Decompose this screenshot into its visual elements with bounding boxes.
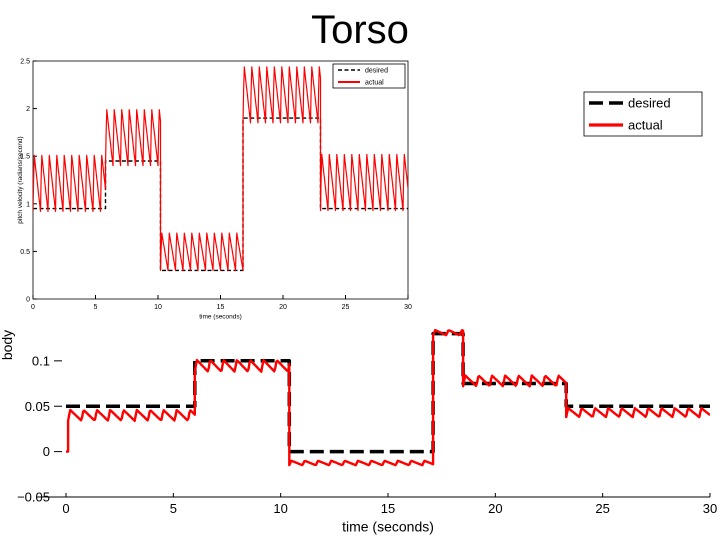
inset-x-tick-label: 15 bbox=[217, 304, 225, 311]
inset-plot-area bbox=[33, 66, 408, 272]
inset-x-tick-label: 5 bbox=[94, 304, 98, 311]
inset-y-tick-label: 2 bbox=[26, 106, 30, 113]
inset-x-axis-label: time (seconds) bbox=[199, 314, 242, 321]
main-series-desired-0 bbox=[66, 331, 710, 454]
main-legend-label-desired: desired bbox=[628, 96, 671, 111]
inset-legend-box bbox=[332, 63, 406, 89]
inset-y-tick-label: 1 bbox=[26, 201, 30, 208]
main-y-tick-label: 0 bbox=[43, 444, 50, 459]
main-x-tick-label: 5 bbox=[170, 501, 177, 516]
main-y-tick-label: 0.1 bbox=[32, 353, 50, 368]
inset-x-tick-label: 0 bbox=[31, 304, 35, 311]
main-x-tick-label: 15 bbox=[381, 501, 395, 516]
inset-y-tick-label: 1.5 bbox=[20, 154, 30, 161]
main-x-tick-label: 25 bbox=[595, 501, 609, 516]
inset-background bbox=[18, 52, 414, 324]
main-x-tick-label: 20 bbox=[488, 501, 502, 516]
inset-legend: desired actual bbox=[332, 63, 406, 89]
inset-x-tick-label: 20 bbox=[279, 304, 287, 311]
main-series-actual-1 bbox=[66, 328, 710, 467]
main-plot-frame bbox=[66, 320, 710, 497]
main-plot-area bbox=[66, 328, 710, 467]
main-y-axis-label: body bbox=[0, 330, 15, 360]
main-legend-box bbox=[583, 91, 703, 137]
inset-x-tick-label: 25 bbox=[342, 304, 350, 311]
main-x-tick-label: 0 bbox=[62, 501, 69, 516]
inset-x-tick-label: 30 bbox=[404, 304, 412, 311]
inset-series-actual-1 bbox=[33, 66, 408, 271]
inset-chart: 0 5 10 15 20 25 30 0 0.5 1 1.5 2 2.5 time (seconds) pi… bbox=[17, 52, 414, 324]
inset-series-desired-0 bbox=[33, 117, 408, 272]
main-legend: desired actual bbox=[583, 91, 703, 137]
inset-legend-label-desired: desired bbox=[365, 67, 388, 74]
main-x-tick-label: 10 bbox=[273, 501, 287, 516]
inset-y-tick-label: 2.5 bbox=[20, 58, 30, 65]
main-x-axis-label: time (seconds) bbox=[342, 519, 434, 535]
main-x-tick-label: 30 bbox=[703, 501, 717, 516]
inset-x-tick-label: 10 bbox=[154, 304, 162, 311]
inset-y-axis-label: pitch velocity (radians/second) bbox=[17, 136, 24, 223]
inset-y-tick-label: 0.5 bbox=[20, 249, 30, 256]
main-y-tick-label: −0.05 bbox=[17, 490, 50, 505]
main-legend-label-actual: actual bbox=[628, 118, 663, 133]
inset-legend-label-actual: actual bbox=[365, 79, 384, 86]
inset-y-tick-label: 0 bbox=[26, 296, 30, 303]
slide-title: Torso bbox=[311, 8, 409, 52]
main-y-tick-label: 0.05 bbox=[25, 399, 50, 414]
